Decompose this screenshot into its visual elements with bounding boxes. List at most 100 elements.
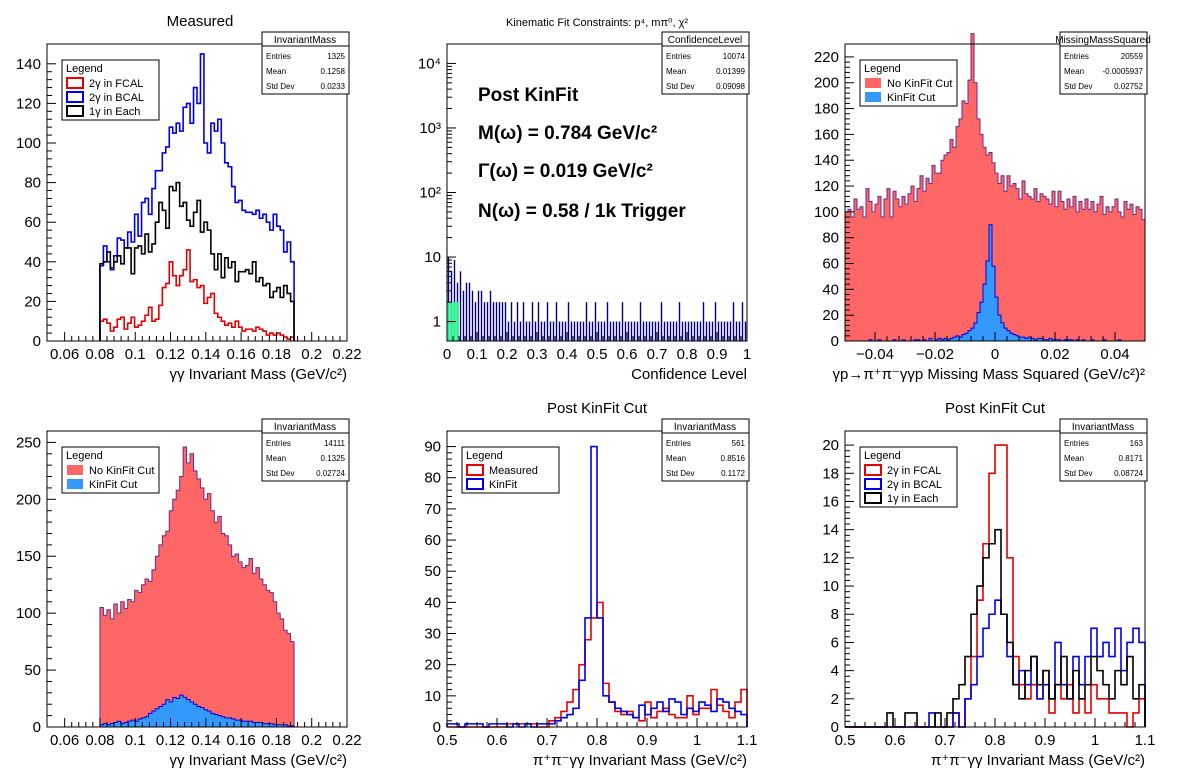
xlabel-p4: γγ Invariant Mass (GeV/c²) (169, 752, 347, 769)
ytick-label-p3-9: 180 (814, 101, 839, 118)
ytick-label-p6-1: 2 (831, 691, 839, 708)
legend-p5: Legend Measured KinFit (461, 446, 560, 494)
legend-swatch (864, 492, 882, 504)
stats-box-p5: InvariantMass Entries 561 Mean 0.8516 Std Dev… (661, 418, 750, 482)
xtick-label-p1-6: 0.18 (262, 346, 291, 363)
xtick-label-p5-4: 0.9 (637, 732, 658, 749)
stats-key: Mean (1064, 67, 1084, 76)
ytick-label-p5-1: 10 (424, 688, 441, 705)
legend-swatch (466, 478, 484, 490)
ytick-label-p3-4: 80 (822, 230, 839, 247)
xtick-label-p1-4: 0.14 (191, 346, 220, 363)
xtick-label-p4-8: 0.22 (332, 732, 361, 749)
xtick-label-p6-0: 0.5 (835, 732, 856, 749)
stats-value: 0.02724 (316, 469, 345, 478)
legend-entry: No KinFit Cut (89, 465, 154, 477)
ytick-label-p5-7: 70 (424, 501, 441, 518)
legend-swatch (66, 91, 84, 103)
ytick-label-p6-5: 10 (822, 578, 839, 595)
ytick-label-p1-1: 20 (24, 293, 41, 310)
ytick-label-p5-6: 60 (424, 532, 441, 549)
xtick-label-p1-8: 0.22 (332, 346, 361, 363)
stats-value: 10074 (723, 52, 746, 61)
stats-name: InvariantMass (274, 422, 336, 433)
xtick-label-p1-1: 0.08 (85, 346, 114, 363)
legend-entry: No KinFit Cut (887, 78, 952, 90)
ytick-label-p1-0: 0 (33, 333, 41, 350)
stats-box-p2: ConfidenceLevel Entries 10074 Mean 0.01399 St… (661, 31, 750, 95)
legend-title: Legend (66, 450, 103, 462)
stats-key: Std Dev (666, 82, 694, 91)
xtick-label-p5-2: 0.7 (537, 732, 558, 749)
xtick-label-p3-0: −0.04 (856, 346, 894, 363)
ytick-label-p3-8: 160 (814, 126, 839, 143)
xtick-label-p3-4: 0.04 (1100, 346, 1129, 363)
xtick-label-p4-7: 0.2 (301, 732, 322, 749)
stats-value: 561 (732, 439, 746, 448)
stats-value: 0.01399 (716, 67, 745, 76)
ytick-label-p5-8: 80 (424, 470, 441, 487)
stats-key: Entries (266, 439, 291, 448)
ytick-label-p5-2: 20 (424, 657, 441, 674)
xlabel-p6: π⁺π⁻γγ Invariant Mass (GeV/c²) (931, 752, 1145, 769)
xtick-label-p2-0: 0 (443, 346, 451, 363)
ytick-label-p4-0: 0 (33, 719, 41, 736)
xtick-label-p2-7: 0.7 (647, 346, 668, 363)
stats-value: 0.08724 (1114, 469, 1143, 478)
stats-key: Mean (666, 454, 686, 463)
xlabel-p5: π⁺π⁻γγ Invariant Mass (GeV/c²) (533, 752, 747, 769)
ytick-label-p3-0: 0 (831, 333, 839, 350)
stats-value: -0.0005937 (1103, 67, 1144, 76)
ytick-label-p3-3: 60 (822, 256, 839, 273)
legend-p3: Legend No KinFit Cut KinFit Cut (859, 59, 958, 107)
stats-value: 0.8171 (1119, 454, 1144, 463)
xtick-label-p6-3: 0.8 (985, 732, 1006, 749)
stats-value: 0.8516 (721, 454, 746, 463)
stats-value: 0.0233 (321, 82, 346, 91)
legend-entry: 1γ in Each (89, 106, 140, 118)
xtick-label-p1-7: 0.2 (301, 346, 322, 363)
xtick-label-p1-3: 0.12 (156, 346, 185, 363)
ytick-label-p4-4: 200 (16, 491, 41, 508)
xtick-label-p5-3: 0.8 (587, 732, 608, 749)
xtick-label-p3-2: 0 (991, 346, 999, 363)
stats-frame (661, 418, 750, 482)
ytick-label-p6-10: 20 (822, 437, 839, 454)
xtick-label-p1-5: 0.16 (227, 346, 256, 363)
legend-entry: 2γ in BCAL (89, 92, 144, 104)
legend-swatch (865, 78, 881, 88)
legend-entry: 2γ in BCAL (887, 479, 942, 491)
legend-p6: Legend 2γ in FCAL 2γ in BCAL 1γ in Each (859, 446, 958, 508)
panel-p6: 0.5 0.6 0.7 0.8 0.9 1 1.1 0 2 4 6 8 10 12 14 16 18 20 π⁺π⁻… (822, 400, 1155, 769)
ytick-label-p6-3: 6 (831, 634, 839, 651)
xtick-label-p4-1: 0.08 (85, 732, 114, 749)
stats-value: 0.1172 (721, 469, 745, 478)
stats-key: Std Dev (266, 82, 294, 91)
hist-p3-0 (844, 33, 1146, 342)
hist-p1-1 (99, 53, 295, 341)
xtick-label-p2-6: 0.6 (617, 346, 638, 363)
xtick-label-p6-5: 1 (1091, 732, 1099, 749)
hist-p4-0 (99, 446, 295, 728)
xtick-label-p4-3: 0.12 (156, 732, 185, 749)
panels: 0.06 0.08 0.1 0.12 0.14 0.16 0.18 0.2 0.22020406… (16, 13, 1155, 769)
stats-key: Std Dev (1064, 469, 1092, 478)
legend-swatch (865, 92, 881, 102)
ytick-label-p6-0: 0 (831, 719, 839, 736)
stats-value: 0.1258 (321, 67, 346, 76)
ytick-label-p1-2: 40 (24, 254, 41, 271)
legend-title: Legend (864, 450, 901, 462)
stats-key: Std Dev (266, 469, 294, 478)
xtick-label-p2-3: 0.3 (527, 346, 548, 363)
stats-key: Mean (266, 67, 286, 76)
plot-frame-p1 (46, 43, 348, 342)
title-p1: Measured (167, 13, 234, 30)
panel-p2: 0 0.1 0.2 0.3 0.4 0.5 0.6 0.7 0.8 0.9 1 1 10 10² 10³ 10… (418, 17, 751, 383)
title-p6: Post KinFit Cut (945, 400, 1046, 417)
ytick-label-p6-8: 16 (822, 493, 839, 510)
xtick-label-p2-1: 0.1 (467, 346, 488, 363)
annotation-2: Γ(ω) = 0.019 GeV/c² (478, 161, 653, 182)
xtick-label-p6-6: 1.1 (1135, 732, 1156, 749)
legend-title: Legend (864, 63, 901, 75)
legend-swatch (466, 464, 484, 476)
